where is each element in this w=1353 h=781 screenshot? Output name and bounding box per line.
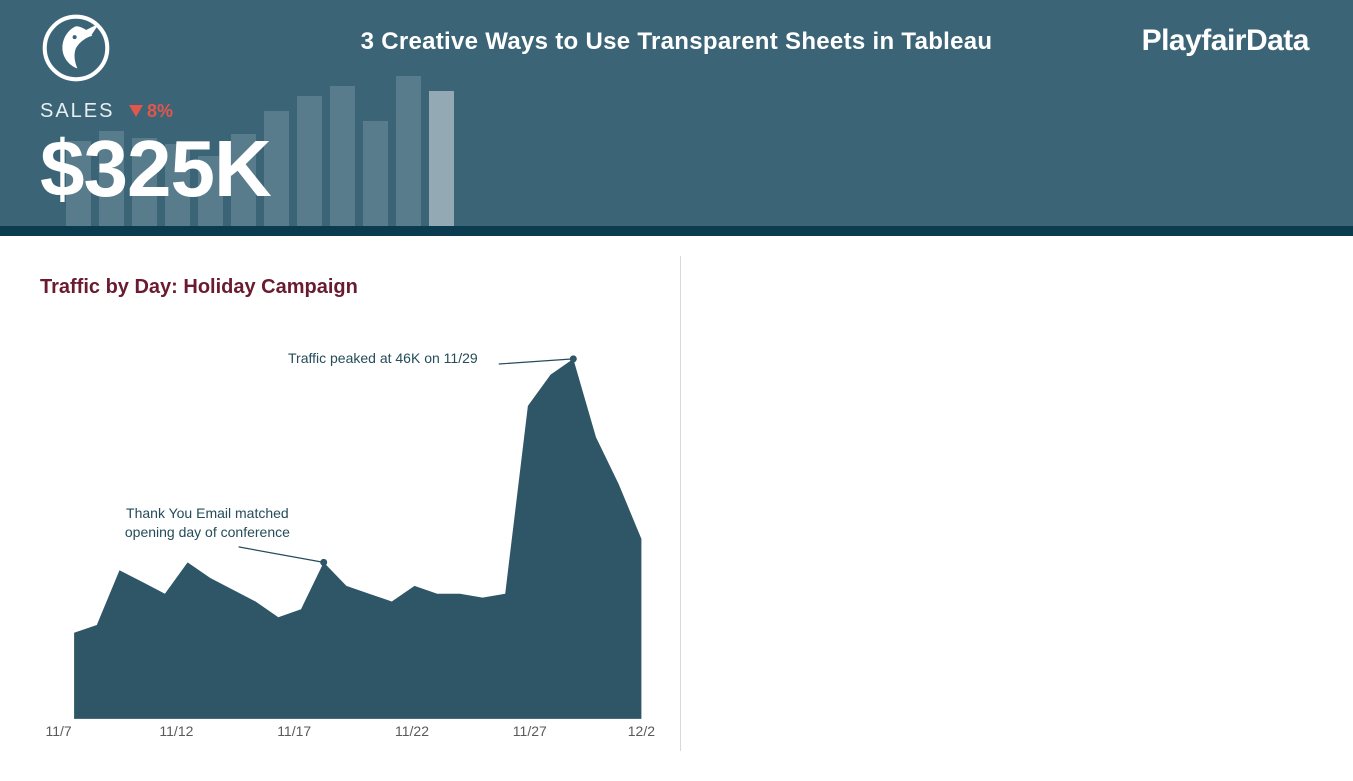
sales-value: $325K: [40, 129, 271, 209]
x-axis-label: 11/7: [45, 723, 71, 739]
sparkline-bar: [396, 76, 421, 226]
sparkline-bar: [363, 121, 388, 226]
sales-delta: 8%: [129, 101, 173, 122]
sales-kpi: SALES 8% $325K: [40, 100, 271, 209]
content-area: Traffic by Day: Holiday Campaign 11/711/…: [0, 236, 1353, 771]
vertical-divider: [680, 256, 681, 751]
sales-delta-text: 8%: [147, 101, 173, 122]
annotation-dot: [320, 559, 327, 566]
annotation-text: Traffic peaked at 46K on 11/29: [288, 349, 536, 368]
x-axis-label: 11/27: [513, 723, 547, 739]
traffic-chart: 11/7 11/12 11/17 11/22 11/27 12/2 Traffic pea…: [40, 319, 660, 749]
annotation-dot: [570, 355, 577, 362]
annotation-leader: [239, 547, 324, 563]
x-axis-labels: 11/7 11/12 11/17 11/22 11/27 12/2: [40, 723, 660, 743]
annotation-text: Thank You Email matchedopening day of co…: [77, 504, 337, 542]
sparkline-bar: [297, 96, 322, 226]
sparkline-bar: [330, 86, 355, 226]
sales-label: SALES: [40, 100, 114, 123]
x-axis-label: 11/17: [277, 723, 311, 739]
x-axis-label: 12/2: [628, 723, 655, 739]
sparkline-bar: [429, 91, 454, 226]
brand-name: PlayfairData: [1142, 24, 1309, 58]
header: 3 Creative Ways to Use Transparent Sheet…: [0, 0, 1353, 236]
traffic-chart-title: Traffic by Day: Holiday Campaign: [40, 276, 1313, 299]
x-axis-label: 11/22: [395, 723, 429, 739]
down-arrow-icon: [129, 105, 143, 117]
x-axis-label: 11/12: [159, 723, 193, 739]
